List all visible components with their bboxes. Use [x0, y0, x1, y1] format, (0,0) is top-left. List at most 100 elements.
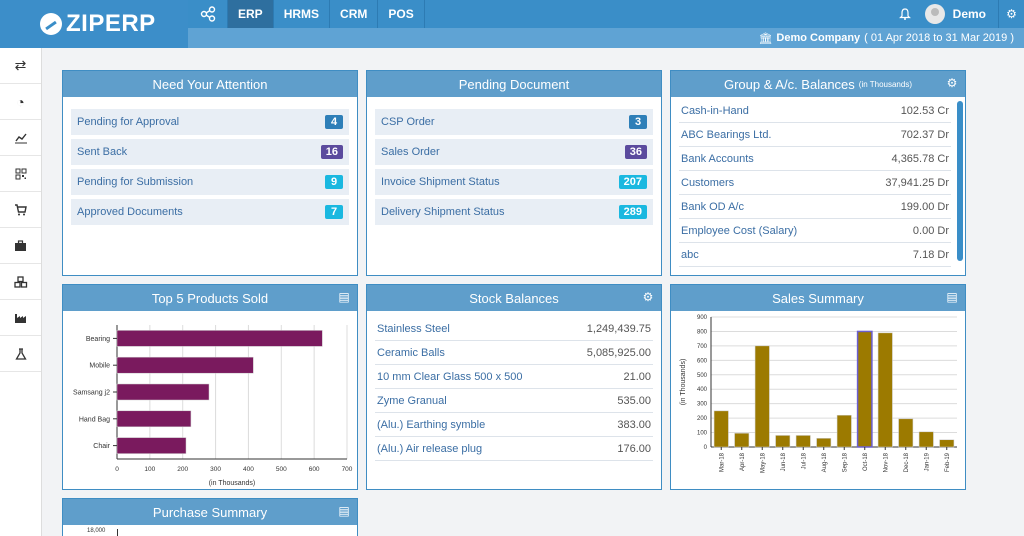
briefcase-icon[interactable] [0, 228, 41, 264]
bar [713, 410, 729, 448]
bar [898, 418, 914, 448]
list-item[interactable]: Pending for Approval 4 [71, 109, 349, 135]
x-tick-label: Dec-18 [904, 452, 910, 472]
nav-crm[interactable]: CRM [330, 0, 379, 28]
account-name: Cash-in-Hand [681, 104, 749, 117]
count-badge: 3 [629, 115, 647, 129]
x-tick-label: 300 [210, 466, 221, 473]
qrcode-icon[interactable] [0, 156, 41, 192]
y-tick-label: Mobile [89, 363, 110, 370]
cart-icon[interactable] [0, 192, 41, 228]
bar [116, 330, 323, 347]
stock-panel-title: Stock Balances [469, 290, 559, 306]
module-nav: ERP HRMS CRM POS [188, 0, 425, 28]
bar [116, 383, 210, 401]
scrollbar[interactable] [957, 101, 963, 261]
y-tick-label: 700 [697, 344, 708, 350]
list-item[interactable]: Employee Cost (Salary) 0.00 Dr [679, 219, 951, 243]
list-item[interactable]: Cash-in-Hand 102.53 Cr [679, 99, 951, 123]
top-products-panel: Top 5 Products Sold ▤ 0 100 200 300 400 500 60… [62, 284, 358, 490]
report-icon[interactable]: ▤ [338, 504, 350, 518]
nav-hrms[interactable]: HRMS [274, 0, 331, 28]
dashboard-icon[interactable]: ◔ [0, 84, 41, 120]
user-name[interactable]: Demo [952, 7, 986, 21]
cubes-icon[interactable] [0, 264, 41, 300]
y-tick-label: 800 [697, 329, 708, 335]
y-tick-label: 300 [697, 402, 708, 408]
balances-panel-header: Group & A/c. Balances (in Thousands) ⚙ [671, 71, 965, 97]
stock-item-name: (Alu.) Earthing symble [377, 418, 486, 431]
list-item[interactable]: Delivery Shipment Status 289 [375, 199, 653, 225]
sidebar: ⇄ ◔ [0, 48, 42, 536]
stock-item-name: (Alu.) Air release plug [377, 442, 483, 455]
item-label: Pending for Submission [77, 176, 194, 188]
financial-period: ( 01 Apr 2018 to 31 Mar 2019 ) [864, 32, 1014, 44]
stock-item-value: 383.00 [617, 418, 651, 431]
list-item[interactable]: Pending for Submission 9 [71, 169, 349, 195]
bar [795, 435, 811, 448]
nav-erp[interactable]: ERP [228, 0, 274, 28]
list-item[interactable]: Stainless Steel 1,249,439.75 [375, 317, 653, 341]
y-tick-label: 600 [697, 358, 708, 364]
x-tick-label: Apr-18 [740, 452, 746, 471]
purchase-axis-tick: 18,000 [87, 528, 106, 534]
purchase-summary-header: Purchase Summary ▤ [63, 499, 357, 525]
account-balance: 7.18 Dr [912, 248, 949, 261]
nav-pos[interactable]: POS [378, 0, 425, 28]
share-icon[interactable] [188, 0, 228, 28]
y-axis-label: (in Thousands) [680, 359, 687, 406]
logo[interactable]: ZIPERP [0, 0, 188, 48]
list-item[interactable]: Sent Back 16 [71, 139, 349, 165]
stock-item-value: 21.00 [623, 370, 651, 383]
count-badge: 207 [618, 175, 647, 189]
sales-summary-chart: 0 100 200 300 400 500 600 700 800 900 Mar-18 Apr-18… [680, 315, 957, 473]
list-item[interactable]: (Alu.) Air release plug 176.00 [375, 437, 653, 461]
sales-summary-header: Sales Summary ▤ [671, 285, 965, 311]
bell-icon[interactable] [889, 8, 921, 20]
settings-gear-icon[interactable]: ⚙ [998, 0, 1024, 28]
bar [116, 410, 192, 428]
list-item[interactable]: Approved Documents 7 [71, 199, 349, 225]
factory-icon[interactable] [0, 300, 41, 336]
x-tick-label: 600 [309, 466, 320, 473]
x-tick-label: Jul-18 [801, 452, 807, 469]
report-icon[interactable]: ▤ [338, 290, 350, 304]
list-item[interactable]: Ceramic Balls 5,085,925.00 [375, 341, 653, 365]
list-item[interactable]: Customers 37,941.25 Dr [679, 171, 951, 195]
settings-gear-icon[interactable]: ⚙ [642, 290, 654, 304]
account-name: abc [681, 248, 699, 261]
list-item[interactable]: 10 mm Clear Glass 500 x 500 21.00 [375, 365, 653, 389]
list-item[interactable]: Sales Order 36 [375, 139, 653, 165]
list-item[interactable]: Bank OD A/c 199.00 Dr [679, 195, 951, 219]
company-name[interactable]: Demo Company [776, 32, 861, 44]
report-icon[interactable]: ▤ [946, 290, 958, 304]
exchange-icon[interactable]: ⇄ [0, 48, 41, 84]
y-tick-label: 200 [697, 416, 708, 422]
chart-icon[interactable] [0, 120, 41, 156]
bar [918, 431, 934, 448]
y-tick-label: 0 [704, 445, 708, 451]
list-item[interactable]: Invoice Shipment Status 207 [375, 169, 653, 195]
bar [754, 345, 770, 448]
y-tick-label: 100 [697, 431, 708, 437]
account-name: Customers [681, 176, 735, 189]
avatar[interactable] [924, 4, 945, 24]
settings-gear-icon[interactable]: ⚙ [946, 76, 958, 90]
account-name: Bank OD A/c [681, 200, 744, 213]
attention-panel: Need Your Attention Pending for Approval… [62, 70, 358, 276]
item-label: Approved Documents [77, 206, 183, 218]
bar [116, 356, 254, 374]
list-item[interactable]: abc 7.18 Dr [679, 243, 951, 267]
flask-icon[interactable] [0, 336, 41, 372]
attention-list: Pending for Approval 4 Sent Back 16 Pend… [63, 97, 357, 225]
x-tick-label: 200 [177, 466, 188, 473]
sales-summary-panel: Sales Summary ▤ 0 100 200 300 400 500 600 700 80… [670, 284, 966, 490]
list-item[interactable]: ABC Bearings Ltd. 702.37 Dr [679, 123, 951, 147]
bar [836, 414, 852, 448]
list-item[interactable]: Bank Accounts 4,365.78 Cr [679, 147, 951, 171]
list-item[interactable]: CSP Order 3 [375, 109, 653, 135]
list-item[interactable]: (Alu.) Earthing symble 383.00 [375, 413, 653, 437]
list-item[interactable]: Zyme Granual 535.00 [375, 389, 653, 413]
stock-panel-header: Stock Balances ⚙ [367, 285, 661, 311]
bar [816, 438, 832, 448]
